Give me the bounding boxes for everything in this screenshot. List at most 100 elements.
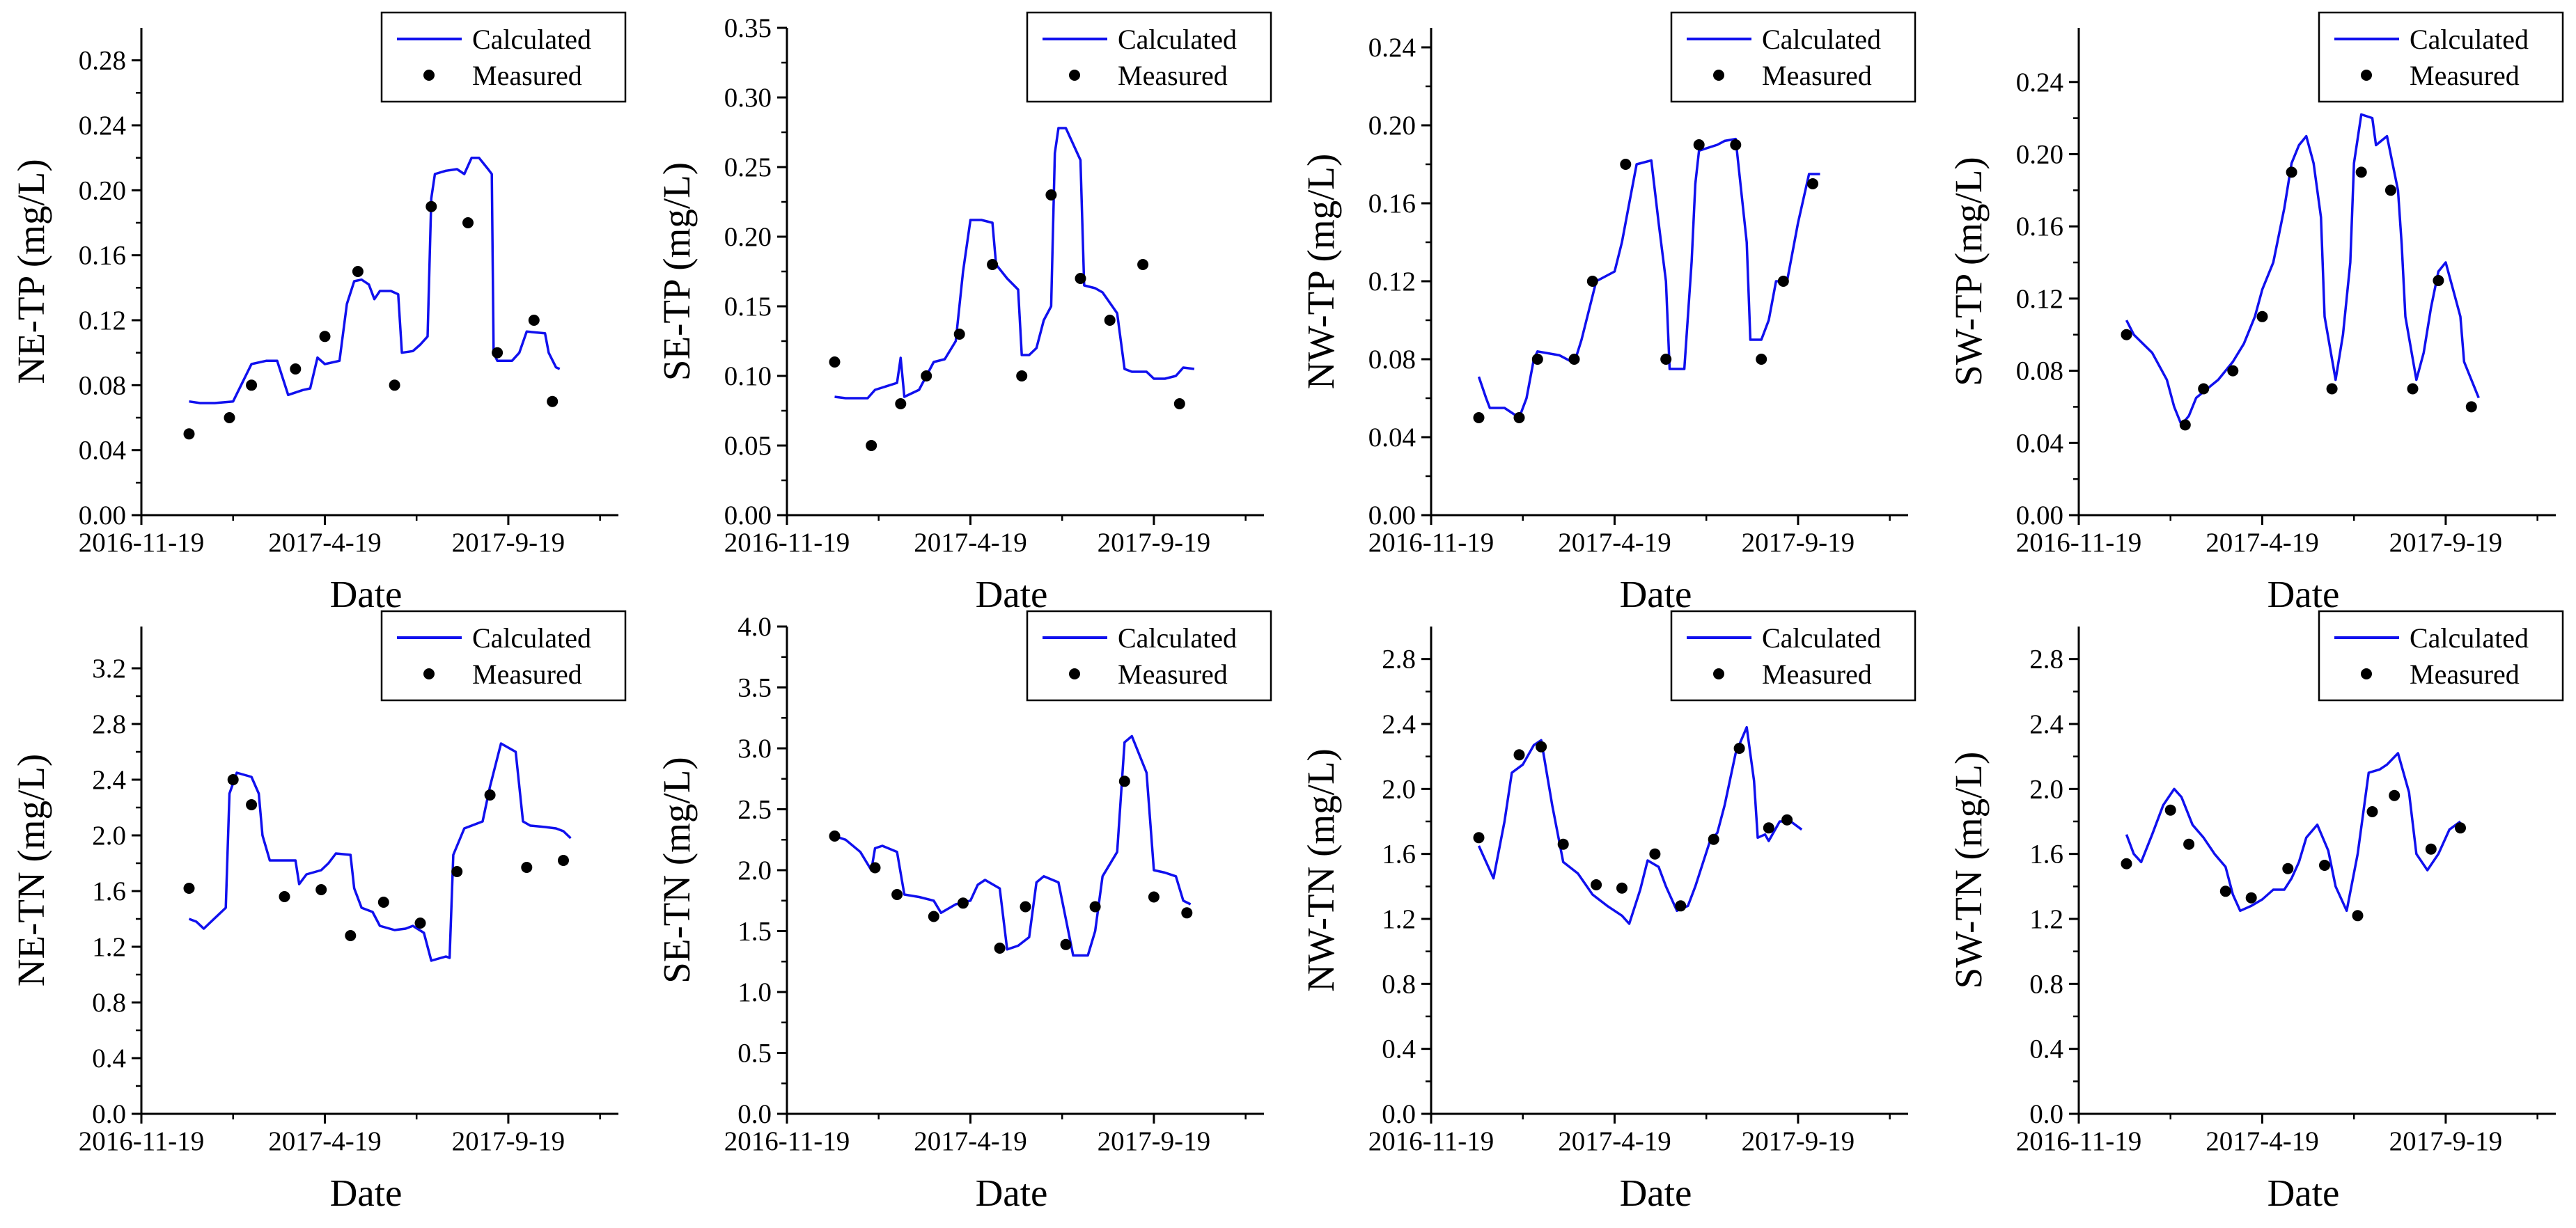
calculated-line — [2125, 113, 2480, 427]
legend: Calculated Measured — [1026, 11, 1272, 103]
measured-point — [928, 911, 939, 922]
y-axis-label: SE-TP (mg/L) — [655, 162, 698, 381]
measured-point — [1513, 749, 1525, 761]
measured-point — [2219, 885, 2231, 897]
measured-point — [2198, 383, 2210, 395]
measured-point — [1616, 882, 1627, 894]
y-tick-label: 0.24 — [79, 111, 126, 141]
measured-point — [2326, 383, 2338, 395]
y-tick-label: 0.24 — [2016, 68, 2063, 97]
measured-point — [1568, 354, 1580, 365]
y-tick-label: 0.08 — [2016, 356, 2063, 386]
measured-point — [829, 831, 841, 842]
measured-point — [451, 866, 463, 877]
y-tick-label: 0.0 — [92, 1099, 126, 1129]
measured-point — [2355, 166, 2367, 178]
measured-point — [2389, 789, 2401, 801]
y-tick-label: 3.2 — [92, 654, 126, 684]
y-tick-label: 0.08 — [79, 370, 126, 400]
measured-point — [2245, 892, 2257, 904]
y-tick-label: 0.0 — [2029, 1099, 2063, 1129]
y-tick-label: 0.04 — [1368, 423, 1416, 452]
measured-point — [2433, 275, 2444, 286]
y-axis-label: SE-TN (mg/L) — [655, 757, 698, 983]
measured-point — [1075, 273, 1086, 284]
y-axis-label: SW-TP (mg/L) — [1947, 157, 1990, 386]
x-tick-label: 2017-9-19 — [1098, 1126, 1210, 1156]
x-tick-label: 2016-11-19 — [724, 528, 850, 558]
measured-point — [2407, 383, 2419, 395]
chart-se-tp: 0.00 0.05 0.10 0.15 0.20 0.25 0.30 0.35 2016-11-… — [655, 11, 1272, 615]
measured-point — [2425, 843, 2437, 855]
x-axis-label: Date — [1620, 1172, 1692, 1214]
legend-calculated-label: Calculated — [472, 24, 591, 55]
measured-point — [1733, 743, 1745, 754]
measured-point — [1675, 900, 1687, 912]
y-tick-label: 0.15 — [724, 292, 772, 322]
x-tick-label: 2017-4-19 — [2206, 1126, 2318, 1156]
legend-calculated-label: Calculated — [1118, 622, 1237, 654]
measured-point — [2227, 365, 2239, 377]
y-tick-label: 2.8 — [2029, 645, 2063, 675]
x-tick-label: 2017-9-19 — [2389, 528, 2502, 558]
legend-measured-label: Measured — [2410, 60, 2520, 91]
measured-point — [319, 331, 331, 343]
legend-calculated-label: Calculated — [2410, 622, 2529, 654]
legend-dot-swatch — [2361, 668, 2372, 679]
y-tick-label: 0.4 — [92, 1044, 126, 1073]
y-tick-label: 0.12 — [2016, 284, 2063, 314]
measured-point — [1020, 901, 1031, 913]
y-tick-label: 2.0 — [1382, 774, 1416, 804]
calculated-line — [834, 127, 1195, 400]
legend-dot-swatch — [1713, 70, 1724, 81]
measured-point — [2282, 863, 2294, 874]
legend: Calculated Measured — [1670, 11, 1917, 103]
x-tick-label: 2017-4-19 — [1558, 1126, 1671, 1156]
legend-calculated-label: Calculated — [1118, 24, 1237, 55]
calculated-line — [188, 742, 572, 962]
measured-point — [987, 259, 999, 270]
y-tick-label: 0.8 — [1382, 969, 1416, 999]
measured-point — [279, 891, 290, 902]
legend-dot-swatch — [423, 70, 435, 81]
measured-point — [315, 884, 327, 895]
legend-box — [1026, 610, 1272, 702]
y-axis-label: NE-TN (mg/L) — [10, 754, 52, 987]
x-axis-label: Date — [2267, 1172, 2340, 1214]
y-axis-label: NW-TN (mg/L) — [1299, 748, 1342, 992]
y-axis-label: NE-TP (mg/L) — [10, 159, 52, 384]
measured-point — [1807, 178, 1818, 189]
legend-measured-label: Measured — [1118, 659, 1228, 690]
measured-point — [953, 329, 965, 340]
measured-point — [246, 379, 258, 391]
measured-point — [2179, 419, 2191, 431]
chart-ne-tn: 0.0 0.4 0.8 1.2 1.6 2.0 2.4 2.8 3.2 2016-11-19 201… — [10, 610, 627, 1214]
measured-point — [2319, 860, 2330, 871]
x-tick-label: 2016-11-19 — [724, 1126, 850, 1156]
measured-point — [895, 398, 907, 409]
y-tick-label: 0.00 — [2016, 501, 2063, 530]
measured-point — [1586, 276, 1598, 287]
y-tick-label: 4.0 — [737, 612, 772, 642]
calculated-line — [834, 734, 1192, 957]
measured-point — [2286, 166, 2297, 178]
y-tick-label: 0.12 — [79, 306, 126, 336]
measured-point — [2455, 822, 2466, 834]
y-tick-label: 0.24 — [1368, 33, 1416, 63]
measured-point — [1181, 907, 1193, 919]
measured-point — [1016, 370, 1028, 381]
measured-point — [1060, 938, 1072, 950]
measured-point — [1148, 891, 1160, 903]
measured-point — [2121, 858, 2132, 869]
x-tick-label: 2017-4-19 — [2206, 528, 2318, 558]
y-tick-label: 0.16 — [2016, 212, 2063, 242]
y-tick-label: 1.0 — [737, 977, 772, 1007]
legend-box — [1026, 11, 1272, 103]
y-tick-label: 1.5 — [737, 917, 772, 947]
measured-point — [1137, 259, 1149, 270]
y-tick-label: 1.2 — [92, 932, 126, 962]
y-tick-label: 0.12 — [1368, 267, 1416, 297]
measured-point — [290, 363, 302, 375]
measured-point — [2366, 806, 2378, 817]
legend: Calculated Measured — [1670, 610, 1917, 702]
